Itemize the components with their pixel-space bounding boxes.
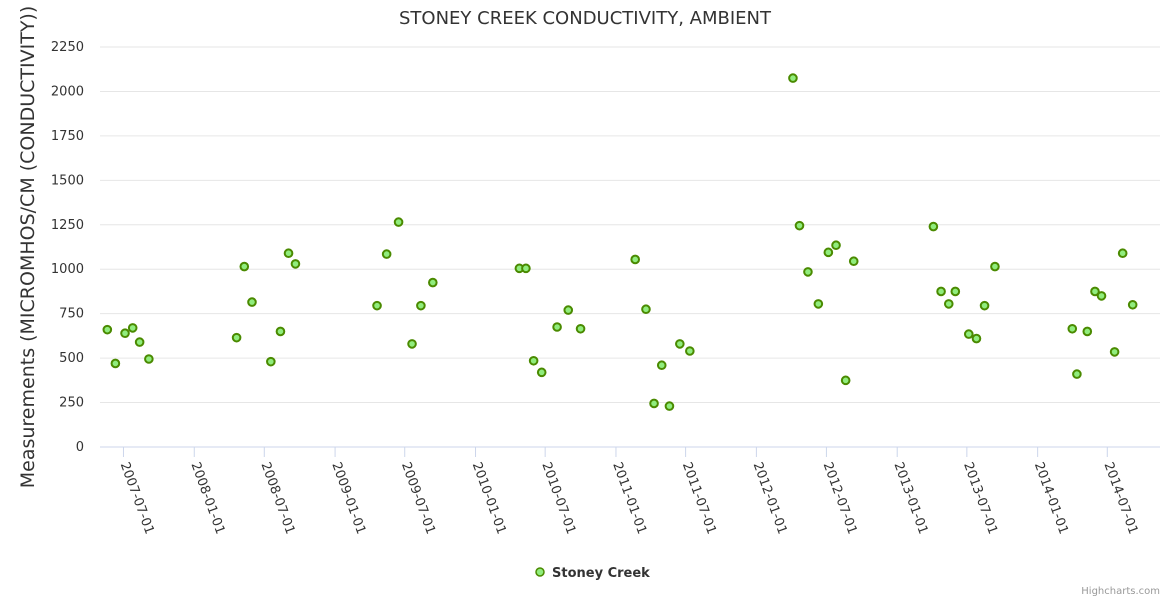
data-point[interactable]	[1127, 299, 1138, 310]
data-point[interactable]	[416, 300, 426, 311]
data-point[interactable]	[936, 286, 946, 297]
data-point[interactable]	[943, 299, 954, 309]
data-point[interactable]	[552, 322, 562, 332]
data-point[interactable]	[381, 249, 392, 259]
data-point[interactable]	[630, 254, 640, 265]
data-point[interactable]	[664, 401, 675, 411]
y-tick-label: 1250	[51, 218, 84, 233]
data-point[interactable]	[1117, 248, 1128, 259]
data-point[interactable]	[1072, 369, 1082, 379]
data-point[interactable]	[290, 259, 301, 269]
data-point[interactable]	[372, 300, 382, 311]
legend-item-stoney-creek[interactable]: Stoney Creek	[552, 566, 650, 581]
y-tick-label: 2250	[51, 40, 84, 55]
y-tick-label: 1750	[51, 129, 84, 144]
data-point[interactable]	[641, 304, 651, 315]
data-point[interactable]	[521, 263, 531, 274]
data-point[interactable]	[950, 286, 961, 297]
data-point[interactable]	[239, 261, 250, 272]
data-point[interactable]	[1067, 323, 1078, 334]
data-point[interactable]	[393, 217, 404, 227]
credits-link[interactable]: Highcharts.com	[1081, 586, 1160, 597]
data-point[interactable]	[840, 375, 851, 386]
chart-title: STONEY CREEK CONDUCTIVITY, AMBIENT	[399, 8, 772, 29]
data-point[interactable]	[823, 247, 834, 258]
data-point[interactable]	[1082, 326, 1093, 337]
data-point[interactable]	[963, 329, 974, 339]
data-point[interactable]	[428, 277, 438, 288]
data-point[interactable]	[788, 73, 798, 83]
data-point[interactable]	[120, 328, 130, 339]
data-point[interactable]	[1096, 291, 1107, 301]
data-point[interactable]	[813, 299, 824, 309]
data-point[interactable]	[848, 256, 859, 267]
y-axis-title: Measurements (MICROMHOS/CM (CONDUCTIVITY…	[17, 6, 39, 489]
data-point[interactable]	[575, 323, 586, 334]
data-point[interactable]	[247, 297, 257, 307]
data-point[interactable]	[127, 323, 138, 333]
data-point[interactable]	[102, 324, 113, 335]
y-tick-label: 1000	[51, 262, 84, 277]
data-point[interactable]	[110, 358, 121, 369]
y-tick-label: 250	[59, 396, 84, 411]
data-point[interactable]	[134, 337, 145, 347]
data-point[interactable]	[144, 354, 154, 364]
data-point[interactable]	[649, 398, 659, 409]
y-tick-label: 1500	[51, 173, 84, 188]
data-point[interactable]	[990, 261, 1000, 272]
data-point[interactable]	[971, 333, 982, 344]
legend-marker-icon[interactable]	[535, 567, 545, 577]
series-stoney-creek	[102, 73, 1138, 411]
data-point[interactable]	[266, 356, 276, 367]
data-point[interactable]	[656, 360, 667, 371]
data-point[interactable]	[563, 305, 574, 315]
data-point[interactable]	[283, 248, 294, 259]
data-point[interactable]	[685, 346, 695, 356]
y-tick-label: 500	[59, 351, 84, 366]
y-tick-label: 750	[59, 307, 84, 322]
data-point[interactable]	[231, 332, 242, 343]
data-point[interactable]	[831, 240, 841, 251]
y-tick-label: 0	[76, 440, 84, 455]
data-point[interactable]	[794, 220, 805, 231]
data-point[interactable]	[928, 221, 939, 232]
data-point[interactable]	[803, 267, 813, 277]
data-point[interactable]	[675, 339, 685, 349]
data-point[interactable]	[528, 355, 539, 366]
y-tick-label: 2000	[51, 84, 84, 99]
data-point[interactable]	[979, 300, 990, 311]
data-point[interactable]	[275, 326, 286, 337]
data-point[interactable]	[1090, 286, 1100, 297]
data-point[interactable]	[407, 339, 417, 349]
data-point[interactable]	[1109, 347, 1120, 357]
y-axis-ticks: 0 250 500 750 1000 1250 1500 1750 2000 2250	[51, 40, 84, 455]
grid-lines	[100, 46, 1160, 404]
data-point[interactable]	[536, 367, 547, 378]
legend[interactable]: Stoney Creek	[535, 566, 650, 581]
